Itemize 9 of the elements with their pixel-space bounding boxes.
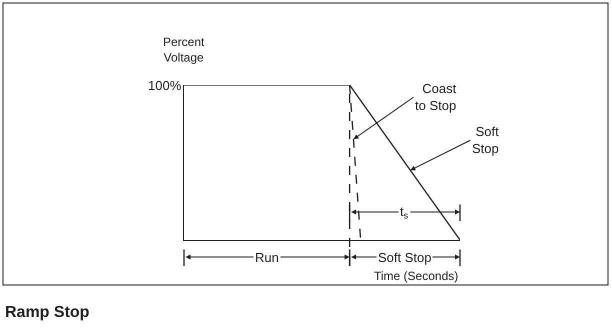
- annotation: Coast to Stop: [415, 81, 457, 113]
- text: 100%: [148, 78, 182, 93]
- text: Run: [255, 250, 279, 265]
- text: Soft Stop: [378, 250, 432, 265]
- y-axis-title: Percent Voltage: [163, 35, 206, 65]
- x-axis-title: Time (Seconds): [374, 269, 458, 283]
- text: Soft Stop: [472, 124, 500, 156]
- annotation: t$_{s}$: [400, 204, 409, 221]
- text: Ramp Stop: [5, 304, 90, 321]
